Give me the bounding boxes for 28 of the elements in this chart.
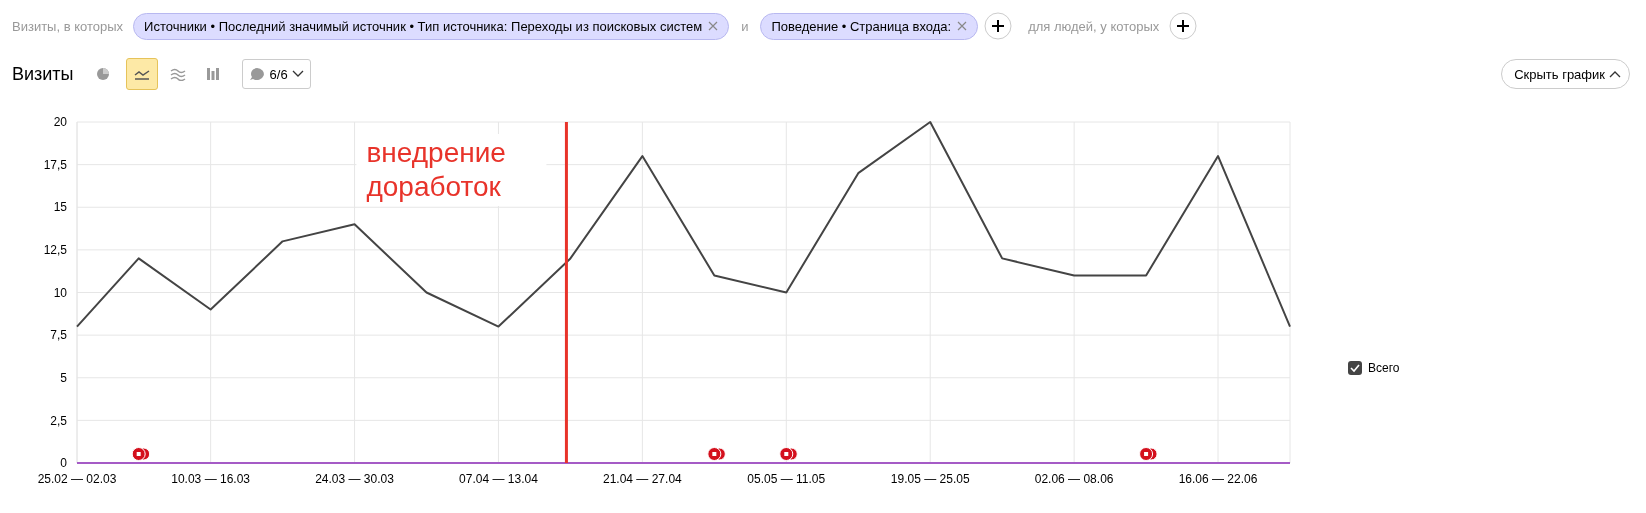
text: и [741, 18, 749, 34]
ref-line-label: внедрение доработок [366, 137, 506, 202]
text: Визиты, в которых [12, 18, 124, 34]
y-tick-label: 5 [60, 370, 68, 385]
x-tick-label: 05.05 — 11.05 [747, 472, 826, 486]
x-tick-label: 07.04 — 13.04 [459, 472, 539, 486]
x-tick-label: 10.03 — 16.03 [171, 472, 251, 486]
y-tick-label: 15 [53, 200, 68, 215]
y-tick-label: 17,5 [43, 157, 68, 172]
text: для людей, у которых [1028, 18, 1160, 34]
x-tick-label: 24.03 — 30.03 [315, 472, 395, 486]
text: Скрыть график [1501, 59, 1630, 89]
y-tick-label: 20 [53, 115, 68, 130]
x-tick-label: 25.02 — 02.03 [37, 472, 117, 486]
x-tick-label: 16.06 — 22.06 [1178, 472, 1258, 486]
text: 6/6 [241, 59, 311, 89]
y-tick-label: 7,5 [50, 328, 68, 343]
y-tick-label: 0 [60, 456, 68, 471]
legend-label: Всего [1368, 361, 1400, 376]
text: Поведение • Страница входа: [760, 12, 979, 40]
text: Источники • Последний значимый источник • Тип источника: Переходы из поисковых систем [133, 12, 730, 40]
chart-title: Визиты [12, 63, 74, 85]
x-tick-label: 02.06 — 08.06 [1034, 472, 1114, 486]
y-tick-label: 10 [53, 285, 68, 300]
y-tick-label: 2,5 [50, 413, 68, 428]
x-tick-label: 21.04 — 27.04 [603, 472, 683, 486]
y-tick-label: 12,5 [43, 243, 68, 258]
x-tick-label: 19.05 — 25.05 [890, 472, 970, 486]
